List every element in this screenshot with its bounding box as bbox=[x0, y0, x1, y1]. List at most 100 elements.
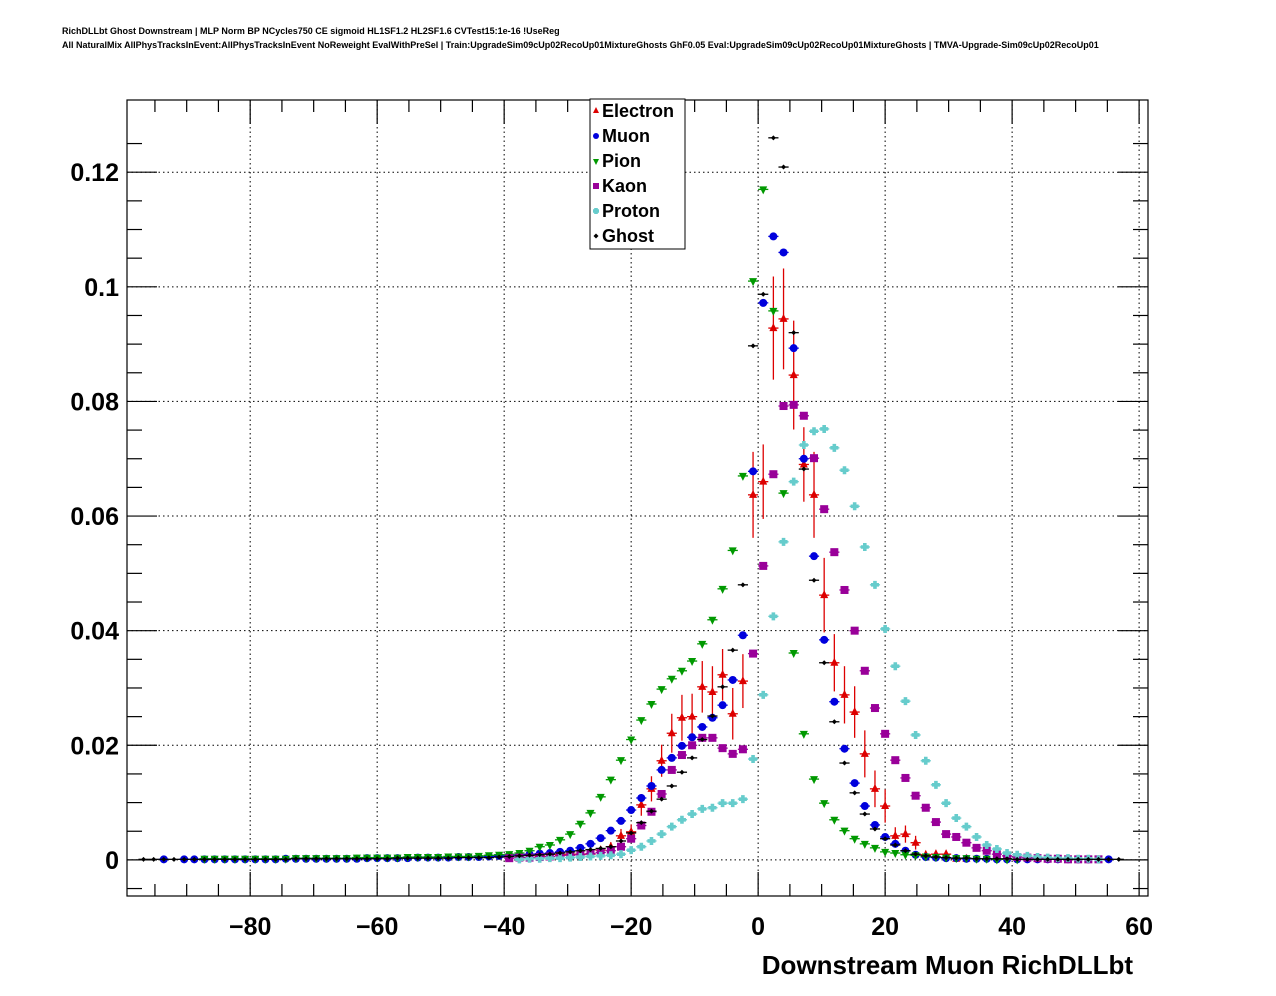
data-point bbox=[709, 713, 715, 719]
data-point bbox=[992, 845, 1001, 854]
data-point bbox=[667, 765, 676, 774]
data-point bbox=[820, 590, 829, 599]
data-point bbox=[720, 684, 726, 690]
data-point bbox=[576, 843, 585, 852]
data-point bbox=[789, 344, 798, 353]
data-point bbox=[852, 790, 858, 796]
data-point bbox=[760, 291, 766, 297]
data-point bbox=[688, 711, 697, 720]
data-point bbox=[921, 756, 930, 765]
legend-label-proton: Proton bbox=[602, 201, 660, 221]
data-point bbox=[840, 744, 849, 753]
data-point bbox=[627, 834, 636, 843]
data-point bbox=[466, 855, 472, 861]
data-point bbox=[545, 854, 554, 863]
data-point bbox=[799, 411, 808, 420]
legend-marker-proton bbox=[593, 208, 599, 214]
data-point bbox=[738, 676, 747, 685]
data-point bbox=[738, 795, 747, 804]
data-point bbox=[749, 489, 758, 498]
data-point bbox=[557, 850, 563, 856]
data-point bbox=[791, 330, 797, 336]
data-point bbox=[699, 737, 705, 743]
data-point bbox=[677, 751, 686, 760]
data-point bbox=[637, 821, 646, 830]
data-point bbox=[749, 467, 758, 476]
data-point bbox=[616, 850, 625, 859]
data-point bbox=[657, 765, 666, 774]
data-point bbox=[627, 736, 636, 745]
data-point bbox=[738, 631, 747, 640]
data-point bbox=[1035, 856, 1041, 862]
data-point bbox=[769, 323, 778, 332]
legend-label-electron: Electron bbox=[602, 101, 674, 121]
y-tick-label: 0.02 bbox=[70, 732, 119, 760]
data-point bbox=[222, 856, 228, 862]
data-point bbox=[598, 845, 604, 851]
data-point bbox=[728, 749, 737, 758]
data-point bbox=[1014, 856, 1020, 862]
data-point bbox=[648, 808, 654, 814]
data-point bbox=[769, 470, 778, 479]
data-point bbox=[1095, 856, 1101, 862]
data-point bbox=[586, 839, 595, 848]
data-point bbox=[820, 424, 829, 433]
data-point bbox=[586, 809, 595, 818]
data-point bbox=[688, 658, 697, 667]
data-point bbox=[1106, 856, 1112, 862]
data-point bbox=[901, 829, 910, 838]
data-point bbox=[891, 756, 900, 765]
data-point bbox=[689, 755, 695, 761]
data-point bbox=[547, 851, 553, 857]
data-point bbox=[799, 454, 808, 463]
data-point bbox=[657, 830, 666, 839]
data-point bbox=[933, 854, 939, 860]
data-point bbox=[840, 827, 849, 836]
x-tick-label: −20 bbox=[610, 913, 652, 941]
data-point bbox=[830, 657, 839, 666]
series-muon bbox=[158, 232, 1114, 864]
data-point bbox=[789, 650, 798, 659]
data-point bbox=[801, 466, 807, 472]
x-tick-label: −60 bbox=[356, 913, 398, 941]
data-point bbox=[415, 855, 421, 861]
data-point bbox=[232, 856, 238, 862]
data-point bbox=[1045, 856, 1051, 862]
data-point bbox=[872, 826, 878, 832]
data-point bbox=[821, 660, 827, 666]
data-point bbox=[647, 781, 656, 790]
data-point bbox=[1024, 856, 1030, 862]
data-point bbox=[1013, 850, 1022, 859]
data-point bbox=[942, 799, 951, 808]
data-point bbox=[405, 855, 411, 861]
data-point bbox=[313, 856, 319, 862]
data-point bbox=[596, 793, 605, 802]
data-point bbox=[923, 853, 929, 859]
data-point bbox=[718, 799, 727, 808]
data-point bbox=[1055, 856, 1061, 862]
data-point bbox=[931, 818, 940, 827]
series-proton bbox=[514, 424, 1104, 864]
data-point bbox=[830, 816, 839, 825]
data-point bbox=[769, 307, 778, 316]
data-point bbox=[769, 232, 778, 241]
data-point bbox=[506, 853, 512, 859]
data-point bbox=[982, 840, 991, 849]
data-point bbox=[984, 856, 990, 862]
data-point bbox=[637, 842, 646, 851]
data-point bbox=[841, 760, 847, 766]
y-tick-label: 0.12 bbox=[70, 159, 119, 187]
data-point bbox=[161, 856, 167, 862]
data-point bbox=[860, 802, 869, 811]
y-tick-label: 0.1 bbox=[84, 274, 119, 302]
data-point bbox=[811, 577, 817, 583]
data-point bbox=[972, 843, 981, 852]
data-point bbox=[921, 803, 930, 812]
data-point bbox=[870, 820, 879, 829]
data-point bbox=[252, 856, 258, 862]
data-point bbox=[901, 697, 910, 706]
data-point bbox=[759, 690, 768, 699]
legend-marker-electron bbox=[593, 107, 599, 113]
data-point bbox=[525, 847, 534, 856]
data-point bbox=[364, 856, 370, 862]
